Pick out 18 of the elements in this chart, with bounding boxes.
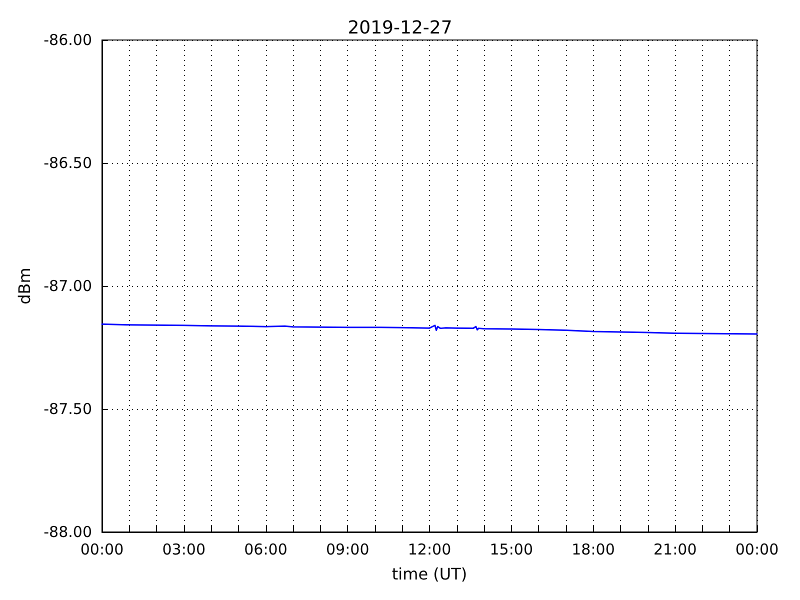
y-tick-label: -88.00 xyxy=(44,523,92,541)
x-tick-label: 09:00 xyxy=(326,540,370,558)
chart-title: 2019-12-27 xyxy=(348,18,452,38)
x-tick-label: 00:00 xyxy=(735,540,779,558)
x-tick-label: 18:00 xyxy=(572,540,615,558)
x-tick-label: 06:00 xyxy=(244,540,288,558)
y-axis-title: dBm xyxy=(15,268,34,304)
x-tick-label: 03:00 xyxy=(162,540,206,558)
x-tick-label: 15:00 xyxy=(490,540,533,558)
line-series xyxy=(101,323,758,335)
y-tick-label: -87.50 xyxy=(44,400,92,418)
x-tick-label: 00:00 xyxy=(80,540,124,558)
x-tick-label: 12:00 xyxy=(408,540,452,558)
y-tick-label: -86.50 xyxy=(44,154,92,172)
x-axis-title: time (UT) xyxy=(392,564,468,584)
y-tick-label: -87.00 xyxy=(44,277,92,295)
y-tick-label: -86.00 xyxy=(44,31,92,49)
x-tick-label: 21:00 xyxy=(654,540,697,558)
